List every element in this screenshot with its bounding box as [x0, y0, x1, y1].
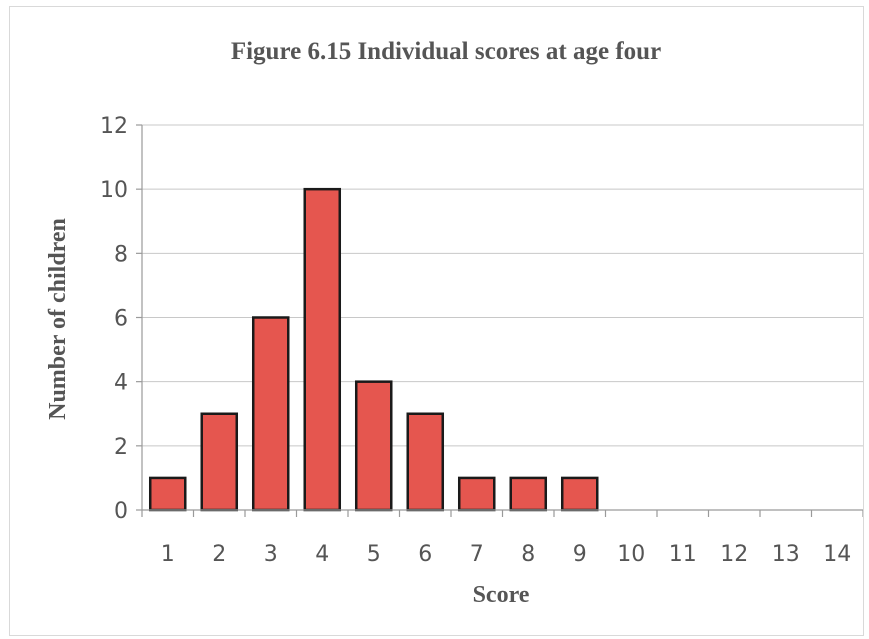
- bar-score-8: [509, 476, 548, 512]
- x-tick-label: 6: [418, 542, 432, 567]
- x-tick-label: 11: [669, 542, 697, 567]
- y-axis-title: Number of children: [45, 218, 71, 420]
- x-tick-label: 1: [161, 542, 175, 567]
- bar-score-6: [406, 412, 445, 512]
- y-tick-label: 0: [114, 499, 128, 524]
- x-tick-label: 7: [470, 542, 484, 567]
- x-tick-label: 10: [617, 542, 645, 567]
- x-tick-label: 2: [212, 542, 226, 567]
- x-tick-labels: 1 2 3 4 5 6 7 8 9 10 11 12 13 14: [161, 542, 852, 567]
- y-tick-label: 6: [114, 307, 128, 332]
- x-tick-label: 4: [315, 542, 329, 567]
- bar-score-2: [200, 412, 239, 512]
- y-tick-label: 10: [100, 178, 128, 203]
- x-tick-label: 14: [823, 542, 851, 567]
- axes: [136, 124, 863, 517]
- y-tick-label: 2: [114, 435, 128, 460]
- y-tick-label: 12: [100, 114, 128, 139]
- bar-score-9: [560, 476, 599, 512]
- bar-score-7: [457, 476, 496, 512]
- x-tick-label: 3: [264, 542, 278, 567]
- bar-chart: Figure 6.15 Individual scores at age fou…: [45, 38, 863, 608]
- bars: [148, 187, 599, 512]
- x-tick-label: 9: [573, 542, 587, 567]
- x-axis-title: Score: [473, 582, 530, 608]
- bar-score-5: [354, 380, 393, 512]
- x-tick-label: 13: [772, 542, 800, 567]
- x-tick-label: 5: [367, 542, 381, 567]
- chart-title: Figure 6.15 Individual scores at age fou…: [231, 38, 661, 65]
- bar-score-1: [148, 476, 187, 512]
- y-tick-labels: 0 2 4 6 8 10 12: [100, 114, 128, 524]
- y-tick-label: 8: [114, 242, 128, 267]
- chart-frame: Figure 6.15 Individual scores at age fou…: [9, 6, 864, 636]
- bar-score-4: [303, 187, 342, 512]
- y-tick-label: 4: [114, 371, 128, 396]
- x-tick-label: 12: [720, 542, 748, 567]
- bar-score-3: [251, 316, 290, 512]
- gridlines: [142, 124, 863, 447]
- x-tick-label: 8: [521, 542, 535, 567]
